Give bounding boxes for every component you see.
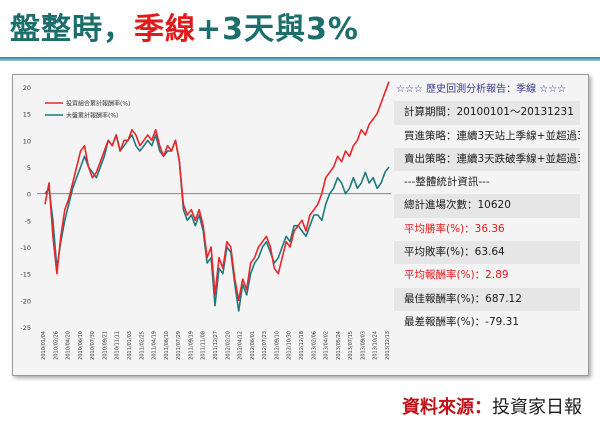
legend-label: 大盤累計報酬率(%) xyxy=(66,112,118,120)
chart-panel: 20 15 10 5 0 -5 -10 -15 -20 -25 2010/01/04 2010/02… xyxy=(12,74,589,376)
title-part-3: +3天與3% xyxy=(196,12,359,47)
x-tick-label: 2011/02/25 xyxy=(139,331,145,360)
x-tick-label: 2012/02/20 xyxy=(225,331,231,360)
stat-row: 最差報酬率(%)：-79.31 xyxy=(404,315,520,328)
x-tick-label: 2010/02/26 xyxy=(53,331,59,360)
source-name: 投資家日報 xyxy=(492,397,582,418)
x-tick-label: 2013/12/13 xyxy=(385,331,391,360)
x-tick-label: 2010/06/10 xyxy=(78,331,84,360)
backtest-report: ☆☆☆ 歷史回測分析報告：季線 ☆☆☆ 計算期間：20100101～2013123… xyxy=(394,78,580,334)
legend: 投資組合累計報酬率(%) 大盤累計報酬率(%) xyxy=(45,100,130,120)
stat-row: 計算期間：20100101～20131231 xyxy=(394,101,580,125)
title-part-1: 盤整時， xyxy=(10,12,134,47)
title-part-2: 季線 xyxy=(134,12,196,47)
x-tick-label: 2010/09/21 xyxy=(102,331,108,360)
title-divider xyxy=(0,57,600,61)
stat-row: ☆☆☆ 歷史回測分析報告：季線 ☆☆☆ xyxy=(396,84,567,95)
y-tick-label: 15 xyxy=(23,111,31,119)
x-tick-label: 2010/07/30 xyxy=(90,331,96,360)
x-tick-label: 2011/07/29 xyxy=(176,331,182,360)
x-tick-label: 2011/11/08 xyxy=(201,331,207,360)
stat-row: 平均敗率(%)：63.64 xyxy=(394,241,580,265)
y-tick-label: 5 xyxy=(27,164,31,172)
y-tick-label: 0 xyxy=(27,191,31,199)
stat-row: 平均勝率(%)：36.36 xyxy=(404,222,505,235)
x-tick-label: 2010/11/11 xyxy=(115,331,121,360)
stat-row: 最佳報酬率(%)：687.12 xyxy=(394,287,580,311)
x-tick-label: 2013/09/03 xyxy=(360,331,366,360)
source-label: 資料來源： xyxy=(402,397,492,418)
x-tick-label: 2011/09/19 xyxy=(188,331,194,360)
stat-row: 平均報酬率(%)：2.89 xyxy=(404,269,509,282)
x-tick-label: 2013/07/15 xyxy=(348,331,354,360)
x-tick-label: 2010/04/20 xyxy=(66,331,72,360)
y-tick-label: -5 xyxy=(25,217,31,225)
x-tick-label: 2012/12/18 xyxy=(299,331,305,360)
y-tick-label: -15 xyxy=(20,271,31,279)
x-tick-label: 2010/01/04 xyxy=(41,331,47,360)
x-tick-label: 2013/10/24 xyxy=(373,331,379,360)
stat-row: 買進策略：連續3天站上季線+並超過3% xyxy=(404,129,580,142)
x-tick-label: 2012/04/12 xyxy=(238,331,244,360)
y-tick-label: 20 xyxy=(23,84,31,92)
stat-row: ---整體統計資訊--- xyxy=(404,176,490,189)
stat-row: 賣出策略：連續3天跌破季線+並超過3% xyxy=(394,147,580,172)
series-lines xyxy=(44,81,390,312)
x-tick-label: 2013/04/02 xyxy=(324,331,330,360)
x-tick-label: 2012/07/23 xyxy=(262,331,268,360)
x-tick-label: 2011/01/03 xyxy=(127,331,133,360)
legend-label: 投資組合累計報酬率(%) xyxy=(66,100,130,108)
source-credit: 資料來源：投資家日報 xyxy=(402,393,582,419)
x-axis: 2010/01/04 2010/02/26 2010/04/20 2010/06/10… xyxy=(41,331,391,360)
x-tick-label: 2013/05/24 xyxy=(336,331,342,360)
return-line-chart: 20 15 10 5 0 -5 -10 -15 -20 -25 2010/01/04 2010/02… xyxy=(20,81,391,360)
y-axis: 20 15 10 5 0 -5 -10 -15 -20 -25 xyxy=(20,84,391,332)
x-tick-label: 2011/06/10 xyxy=(164,331,170,360)
x-tick-label: 2011/04/19 xyxy=(152,331,158,360)
x-tick-label: 2012/10/30 xyxy=(287,331,293,360)
page-title: 盤整時，季線+3天與3% xyxy=(10,8,359,52)
x-tick-label: 2013/02/06 xyxy=(311,331,317,360)
y-tick-label: -25 xyxy=(20,324,31,332)
y-tick-label: -10 xyxy=(20,244,31,252)
x-tick-label: 2011/12/27 xyxy=(213,331,219,360)
stat-row: 總計進場次數：10620 xyxy=(394,194,580,218)
y-tick-label: -20 xyxy=(20,297,31,305)
y-tick-label: 10 xyxy=(23,137,31,145)
portfolio-return-line xyxy=(44,81,390,302)
index-return-line xyxy=(44,134,390,312)
x-tick-label: 2012/09/10 xyxy=(274,331,280,360)
x-tick-label: 2012/06/01 xyxy=(250,331,256,360)
